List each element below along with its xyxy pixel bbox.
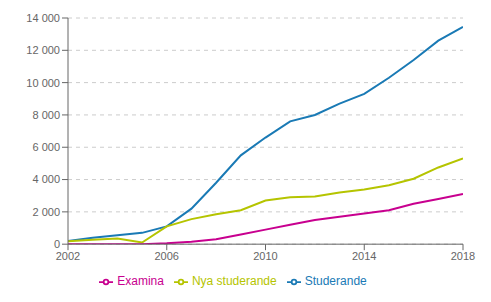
svg-text:2002: 2002 (56, 250, 80, 262)
svg-text:2014: 2014 (352, 250, 376, 262)
svg-text:2006: 2006 (155, 250, 179, 262)
html-text:Nya studerande: Nya studerande (191, 274, 277, 289)
svg-text:8 000: 8 000 (32, 109, 60, 121)
svg-text:12 000: 12 000 (26, 44, 60, 56)
svg-text:2018: 2018 (451, 250, 475, 262)
svg-text:14 000: 14 000 (26, 12, 60, 24)
svg-text:4 000: 4 000 (32, 173, 60, 185)
svg-text:2010: 2010 (253, 250, 277, 262)
html-text:Studerande: Studerande (304, 274, 367, 289)
html-text:Examina: Examina (117, 274, 164, 289)
svg-text:0: 0 (54, 238, 60, 250)
svg-text:2 000: 2 000 (32, 206, 60, 218)
svg-text:6 000: 6 000 (32, 141, 60, 153)
svg-text:10 000: 10 000 (26, 77, 60, 89)
